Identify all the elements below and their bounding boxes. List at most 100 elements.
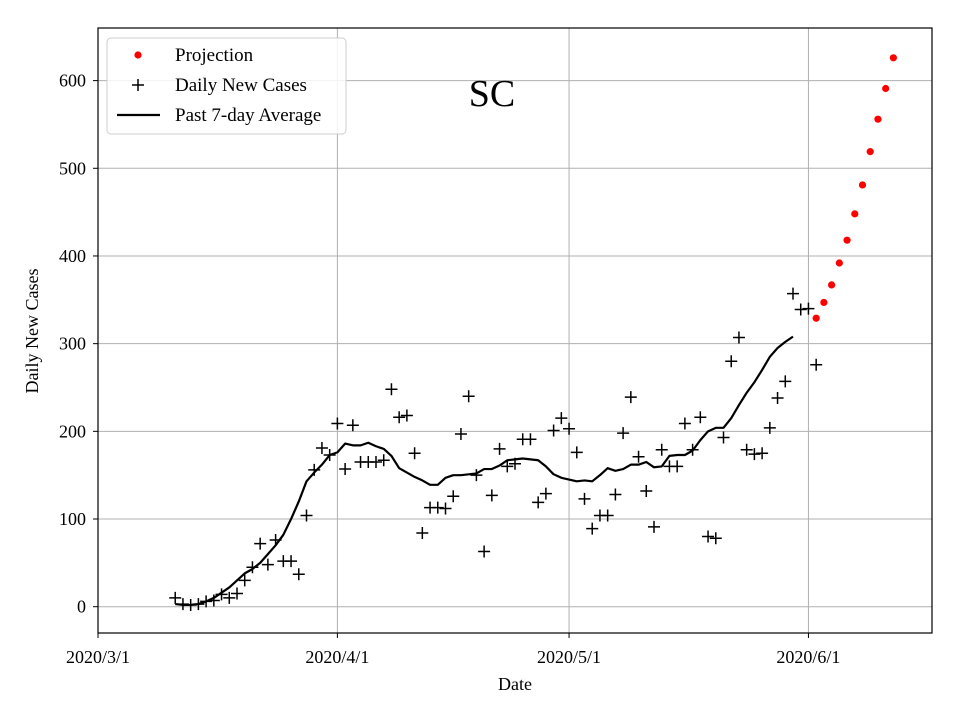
case-point (485, 489, 498, 502)
case-point (385, 383, 398, 396)
case-point (702, 530, 715, 543)
case-point (794, 303, 807, 316)
case-point (810, 358, 823, 371)
case-point (184, 598, 197, 611)
projection-series (812, 54, 897, 322)
case-point (470, 469, 483, 482)
case-point (447, 490, 460, 503)
case-point (346, 419, 359, 432)
x-tick-label: 2020/6/1 (776, 647, 840, 667)
case-point (223, 591, 236, 604)
plot-area-frame (97, 27, 933, 634)
case-point (393, 411, 406, 424)
legend-cases-marker (132, 79, 144, 91)
cases-series (169, 287, 823, 611)
projection-point (889, 54, 897, 62)
case-point (779, 375, 792, 388)
case-point (617, 427, 630, 440)
case-point (532, 496, 545, 509)
case-point (601, 509, 614, 522)
legend: Projection Daily New Cases Past 7-day Av… (106, 37, 347, 135)
legend-average-label: Past 7-day Average (175, 105, 321, 126)
case-point (547, 424, 560, 437)
case-point (771, 392, 784, 405)
x-axis-title: Date (498, 674, 532, 694)
projection-point (882, 84, 890, 93)
case-point (493, 442, 506, 455)
case-point (269, 534, 282, 547)
y-tick-label: 100 (59, 509, 86, 529)
case-point (501, 460, 514, 473)
case-point (725, 355, 738, 368)
case-point (439, 502, 452, 515)
case-point (454, 427, 467, 440)
case-point (300, 509, 313, 522)
case-point (563, 422, 576, 435)
x-tick-label: 2020/5/1 (537, 647, 601, 667)
case-point (246, 561, 259, 574)
case-point (176, 598, 189, 611)
axis-ticks: 2020/3/1 2020/4/1 2020/5/1 2020/6/1 0 100 200 3… (59, 71, 840, 667)
case-point (238, 574, 251, 587)
case-point (416, 527, 429, 540)
case-point (462, 390, 475, 403)
case-point (686, 443, 699, 456)
case-point (524, 433, 537, 446)
y-tick-label: 500 (59, 158, 86, 178)
projection-point (835, 259, 843, 267)
case-point (539, 487, 552, 500)
case-point (323, 449, 336, 462)
case-point (285, 555, 298, 568)
case-point (509, 457, 521, 470)
case-point (648, 520, 660, 533)
case-point (555, 412, 568, 425)
case-point (763, 421, 776, 434)
case-point (169, 591, 182, 604)
case-point (678, 417, 691, 430)
case-point (570, 446, 583, 459)
y-axis-title: Daily New Cases (22, 269, 42, 394)
legend-projection-label: Projection (175, 45, 254, 66)
case-point (578, 492, 591, 505)
projection-point (828, 281, 836, 289)
case-point (694, 411, 707, 424)
case-point (478, 545, 491, 558)
case-point (339, 463, 352, 476)
legend-projection-marker (134, 51, 142, 59)
case-point (624, 391, 637, 404)
case-point (400, 409, 413, 422)
case-point (671, 460, 684, 473)
case-point (308, 463, 321, 476)
case-point (748, 448, 761, 461)
case-point (640, 484, 653, 497)
case-point (192, 598, 205, 611)
case-point (756, 447, 769, 460)
case-point (740, 443, 753, 456)
y-tick-label: 300 (59, 334, 86, 354)
case-point (370, 456, 382, 469)
case-point (215, 588, 228, 601)
case-point (377, 454, 390, 467)
projection-point (820, 298, 828, 307)
projection-point (851, 210, 859, 218)
average-line (175, 335, 794, 607)
projection-point (858, 181, 867, 189)
case-point (408, 447, 421, 460)
y-tick-label: 400 (59, 246, 86, 266)
projection-point (812, 314, 820, 322)
case-point (802, 302, 815, 315)
case-point (315, 441, 328, 454)
projection-point (843, 236, 851, 244)
legend-box (106, 37, 347, 135)
case-point (732, 331, 745, 344)
case-point (207, 594, 220, 607)
case-point (254, 537, 267, 550)
projection-point (866, 148, 874, 156)
case-point (261, 558, 274, 571)
projection-point (874, 115, 882, 123)
case-point (717, 431, 730, 444)
case-point (292, 568, 305, 581)
y-tick-label: 600 (59, 71, 86, 91)
case-point (431, 501, 444, 514)
